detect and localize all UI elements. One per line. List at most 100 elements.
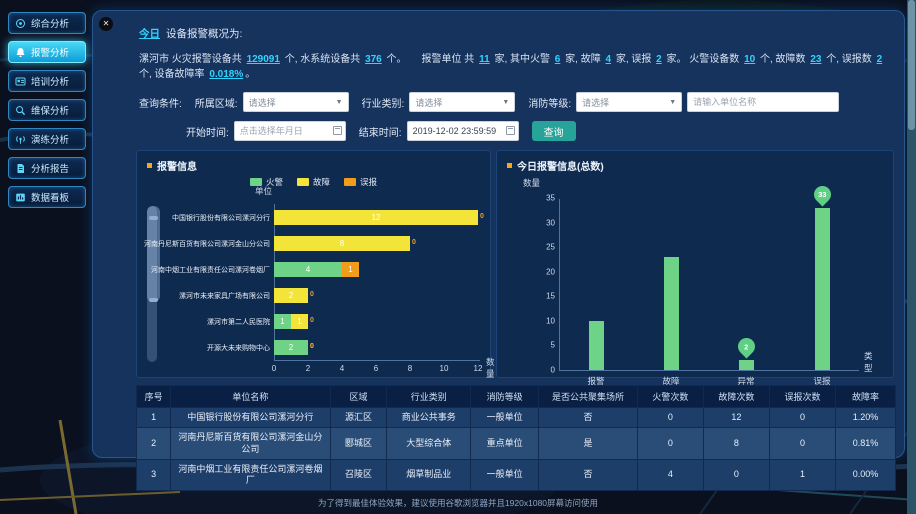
legend-label: 火警 [265,177,283,187]
bar-zero-label: 0 [480,212,484,220]
sidebar-item-label: 数据看板 [31,193,70,204]
overview-number[interactable]: 2 [876,54,883,65]
table-cell: 0 [768,427,836,460]
overview-line2: 漯河市 火灾报警设备共 129091 个, 水系统设备共 376 个。 报警单位… [139,50,892,80]
xaxis-tick: 12 [473,364,483,373]
sidebar-item-label: 维保分析 [31,106,70,117]
bell-icon [14,46,27,59]
xaxis-category-label: 误报 [813,376,831,386]
industry-select-value: 请选择 [415,97,443,108]
table-cell: 1 [135,406,172,429]
left-chart-plot: 中国银行股份有限公司漯河分行 12 0 河南丹尼斯百货有限公司漯河金山分公司 8 0 河南中… [144,204,495,379]
bar-row: 中国银行股份有限公司漯河分行 12 0 [162,204,484,230]
table-cell: 0.81% [834,427,897,460]
table-row: 1 中国银行股份有限公司漯河分行 源汇区 商业公共事务 一般单位否 0 12 0 1.20% [135,406,897,429]
bar-row: 河南丹尼斯百货有限公司漯河金山分公司 8 0 [144,230,480,256]
overview-number[interactable]: 11 [479,54,490,65]
today-alarm-total-chart: 今日报警信息(总数) 数量 类型 0 5 10 15 20 25 30 35 报警 故障 异常 误报 2… [496,150,894,386]
table-cell: 3 [135,458,172,492]
marker-max: 33 [809,182,835,207]
board-icon [14,191,27,204]
table-header-cell: 故障次数 [702,385,770,408]
overview-number[interactable]: 4 [605,54,612,65]
level-label: 消防等级: [528,98,572,110]
close-icon[interactable]: ✕ [99,17,113,31]
region-label: 所属区域: [194,98,238,110]
table-cell: 0 [768,406,836,429]
chevron-down-icon: ▼ [335,98,343,106]
table-row: 3 河南中烟工业有限责任公司漯河卷烟厂 召陵区 烟草制品业 一般单位否 4 0 1 0.00% [135,458,897,492]
overview-number[interactable]: 0.018% [209,69,244,80]
bar-row: 漯河市未来家具广场有限公司 2 0 [162,282,480,308]
table-cell: 大型综合体 [386,427,471,460]
alarm-analysis-panel: ✕ 今日 设备报警概况为: 漯河市 火灾报警设备共 129091 个, 水系统设备… [92,10,905,492]
table-cell: 郾城区 [329,427,388,460]
region-select-value: 请选择 [248,97,276,108]
end-time-input[interactable] [406,121,519,141]
overview-text: 家, 故障 [562,54,604,65]
overview-text: 家, 误报 [613,54,655,65]
overview-number[interactable]: 10 [744,54,756,65]
sidebar-item-4[interactable]: 维保分析 [8,99,86,121]
table-cell: 1 [768,458,836,492]
legend-item-误报[interactable]: 误报 [344,176,377,188]
magnifier-icon [14,104,27,117]
overview-number[interactable]: 6 [554,54,561,65]
overview-number[interactable]: 23 [810,54,822,65]
table-header-cell: 区域 [329,385,388,408]
chart-scrollbar[interactable] [147,206,160,362]
today-link[interactable]: 今日 [139,28,160,40]
sidebar-item-2[interactable]: 报警分析 [8,41,86,63]
overview-text: 。 [245,69,256,80]
sidebar-item-5[interactable]: 演练分析 [8,128,86,150]
bar-category-label: 开源大未来购物中心 [207,345,270,352]
overview-text: 个, 误报数 [823,54,875,65]
table-cell: 中国银行股份有限公司漯河分行 [170,406,331,429]
bar-segment-火警: 4 [274,261,342,277]
region-select[interactable]: 请选择 ▼ [242,92,349,112]
sidebar-item-7[interactable]: 数据看板 [8,186,86,208]
charts-row: 报警信息 火警 故障 误报 单位 中国银行股份有限公司漯河分行 12 0 河南丹尼斯百货有… [136,150,894,386]
table-cell: 河南丹尼斯百货有限公司漯河金山分公司 [170,427,331,460]
bar-segment-火警: 2 [274,339,308,355]
footer-note: 为了得到最佳体验效果，建议使用谷歌浏览器并且1920x1080屏幕访问使用 [317,498,599,508]
sidebar-item-6[interactable]: 分析报告 [8,157,86,179]
bar-segment-故障: 12 [274,209,478,225]
bar-zero-label: 0 [412,238,416,246]
overview-text: 个, 故障数 [757,54,809,65]
overview-number[interactable]: 376 [365,54,382,65]
bar-row: 河南中烟工业有限责任公司漯河卷烟厂 401 [151,256,480,282]
unit-name-input[interactable] [687,92,840,112]
xaxis-tick: 8 [407,364,413,373]
bar-segment-故障: 1 [291,313,308,329]
sidebar-item-1[interactable]: 综合分析 [8,12,86,34]
calendar-icon [505,126,515,135]
query-button[interactable]: 查询 [531,121,576,141]
title-bullet-icon [147,163,152,168]
legend-item-故障[interactable]: 故障 [296,176,330,188]
sidebar-item-3[interactable]: 培训分析 [8,70,86,92]
yaxis-tick: 20 [546,267,555,277]
overview-number[interactable]: 129091 [246,54,280,65]
left-chart-yaxis-line [274,204,275,360]
table-cell: 否 [538,406,638,429]
right-chart-xaxis-name: 类型 [864,351,873,373]
legend-item-火警[interactable]: 火警 [249,176,283,188]
bar-category-label: 河南丹尼斯百货有限公司漯河金山分公司 [144,241,270,248]
table-cell: 0 [636,427,704,460]
table-cell: 源汇区 [329,406,388,429]
start-time-input[interactable] [233,121,346,141]
legend-swatch [296,178,309,186]
sidebar: 综合分析报警分析培训分析维保分析演练分析分析报告数据看板 [8,12,86,208]
page-scrollbar-thumb[interactable] [908,0,915,130]
overview-text: 报警单位 共 [401,54,478,65]
industry-select[interactable]: 请选择 ▼ [409,92,516,112]
page-scrollbar[interactable] [907,0,916,514]
overview-line1: 今日 设备报警概况为: [139,26,892,41]
document-icon [14,162,27,175]
overview-text: 家, 其中火警 [491,54,553,65]
overview-number[interactable]: 2 [656,54,662,65]
level-select[interactable]: 请选择 ▼ [576,92,683,112]
table-header-cell: 消防等级 [469,385,540,408]
